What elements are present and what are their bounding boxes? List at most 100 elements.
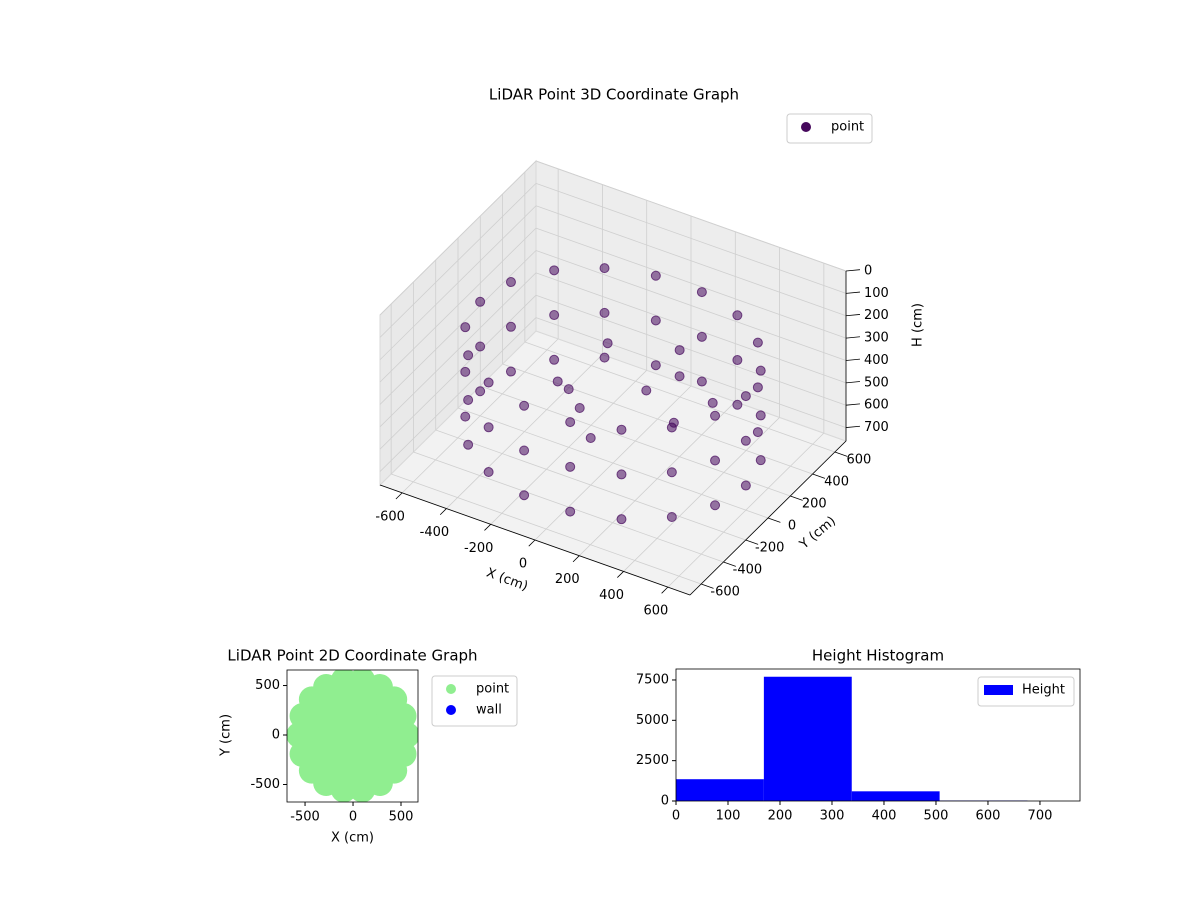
legend-swatch xyxy=(984,685,1013,695)
point xyxy=(752,337,763,348)
y-tick-label: 600 xyxy=(846,453,871,468)
point xyxy=(463,439,474,450)
y-tick-label: 500 xyxy=(255,678,280,693)
point xyxy=(674,371,685,382)
tick-mark xyxy=(845,291,861,294)
grid-line xyxy=(379,294,537,450)
z-tick-label: 0 xyxy=(864,264,872,279)
x-tick-label: 0 xyxy=(519,557,527,572)
tick-mark xyxy=(528,539,536,547)
point xyxy=(475,296,486,307)
z-axis-label: H (cm) xyxy=(911,303,926,347)
point xyxy=(616,424,627,435)
point xyxy=(710,410,721,421)
grid-line xyxy=(379,160,537,316)
tick-mark xyxy=(617,571,624,578)
point xyxy=(732,310,743,321)
legend-label: point xyxy=(831,120,864,135)
x-tick-label: 500 xyxy=(389,810,414,825)
tick-mark xyxy=(701,583,714,589)
point xyxy=(710,500,721,511)
point xyxy=(463,350,474,361)
point xyxy=(565,506,576,517)
point xyxy=(599,352,610,363)
legend-label: Height xyxy=(1022,683,1065,698)
bar xyxy=(763,676,852,801)
point xyxy=(475,341,486,352)
y-tick-label: 200 xyxy=(802,497,827,512)
y-tick-label: -500 xyxy=(250,777,280,792)
point xyxy=(752,382,763,393)
y-tick-label: -600 xyxy=(710,585,740,600)
point xyxy=(393,722,418,749)
y-tick-label: 400 xyxy=(824,475,849,490)
tick-mark xyxy=(845,381,861,384)
grid-line xyxy=(435,429,746,541)
chart-title: LiDAR Point 3D Coordinate Graph xyxy=(489,86,739,104)
grid-line xyxy=(535,250,847,361)
point xyxy=(565,417,576,428)
chart-title: LiDAR Point 2D Coordinate Graph xyxy=(227,647,477,665)
point xyxy=(666,511,677,522)
tick-mark xyxy=(845,269,861,272)
x-tick-label: -600 xyxy=(375,509,405,524)
point xyxy=(707,397,718,408)
point xyxy=(666,467,677,478)
tick-mark xyxy=(395,492,403,500)
x-tick-label: 600 xyxy=(643,604,668,619)
point xyxy=(519,445,530,456)
grid-line xyxy=(391,473,702,585)
grid-line xyxy=(457,407,769,519)
x-tick-label: -200 xyxy=(464,541,494,556)
tick-mark xyxy=(661,586,669,594)
point xyxy=(752,427,763,438)
grid-line xyxy=(535,160,847,272)
point xyxy=(650,315,661,326)
point xyxy=(460,322,471,333)
x-tick-label: 200 xyxy=(555,572,580,587)
axes-frame xyxy=(286,669,419,803)
grid-line xyxy=(379,227,537,383)
grid-line xyxy=(524,341,835,453)
point xyxy=(668,417,679,428)
point xyxy=(483,467,494,478)
legend-marker xyxy=(446,684,456,694)
x-tick-label: 400 xyxy=(599,588,624,603)
y-tick-label: -200 xyxy=(755,541,785,556)
point xyxy=(574,402,585,413)
y-tick-label: 0 xyxy=(661,794,669,809)
tick-mark xyxy=(845,403,861,406)
y-tick-label: 2500 xyxy=(636,753,669,768)
legend-box xyxy=(786,113,873,144)
point xyxy=(696,331,707,342)
point xyxy=(519,400,530,411)
z-tick-label: 300 xyxy=(864,331,889,346)
point xyxy=(460,411,471,422)
legend-marker xyxy=(801,122,811,132)
x-tick-label: 400 xyxy=(872,809,897,824)
tick-mark xyxy=(745,539,759,545)
tick-mark xyxy=(845,358,861,361)
axes-frame xyxy=(675,668,1081,802)
grid-line xyxy=(535,294,847,406)
point xyxy=(650,360,661,371)
grid-line xyxy=(379,250,537,405)
point xyxy=(549,354,560,365)
grid-line xyxy=(535,182,847,294)
point xyxy=(696,287,707,298)
grid-line xyxy=(535,317,847,428)
z-tick-label: 500 xyxy=(864,375,889,390)
tick-mark xyxy=(439,508,447,516)
point xyxy=(740,391,751,402)
point xyxy=(674,345,685,356)
point xyxy=(483,422,494,433)
z-tick-label: 700 xyxy=(864,420,889,435)
point xyxy=(616,514,627,525)
point xyxy=(565,461,576,472)
z-tick-label: 100 xyxy=(864,286,889,301)
point xyxy=(710,455,721,466)
y-axis-label: Y (cm) xyxy=(219,714,234,757)
y-tick-label: 7500 xyxy=(636,672,669,687)
x-tick-label: 100 xyxy=(716,809,741,824)
